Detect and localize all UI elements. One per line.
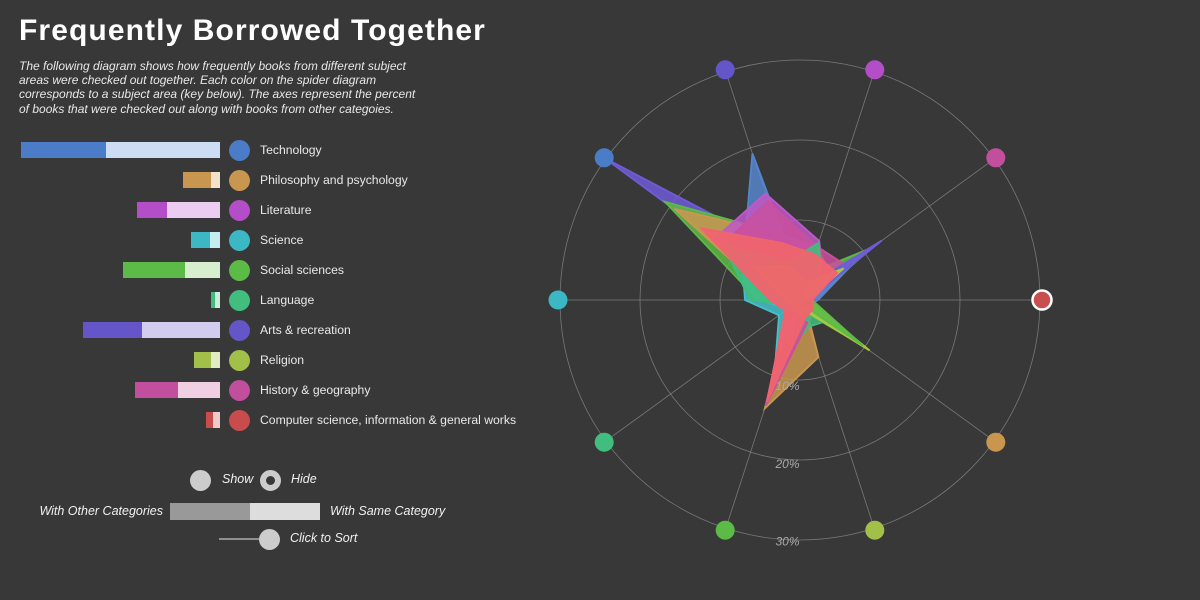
svg-text:20%: 20%	[775, 457, 800, 471]
svg-text:30%: 30%	[776, 535, 800, 549]
svg-text:10%: 10%	[776, 379, 800, 393]
